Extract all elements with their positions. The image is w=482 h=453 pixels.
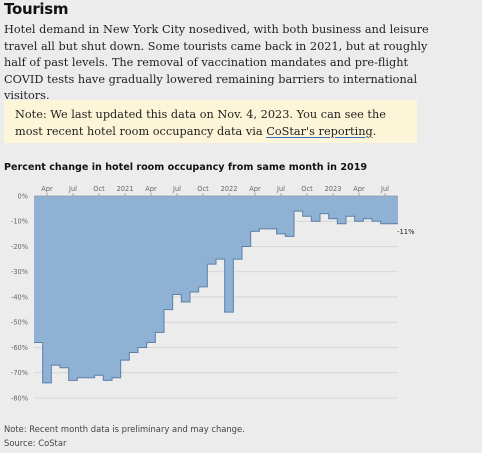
area-layer (34, 196, 398, 384)
x-tick-label: 2021 (117, 185, 134, 193)
x-tick-label: 2023 (325, 185, 342, 193)
x-tick-label: Apr (249, 185, 261, 193)
y-tick-label: -30% (11, 268, 28, 276)
y-tick-label: 0% (18, 192, 28, 200)
costar-reporting-link[interactable]: CoStar's reporting (266, 124, 373, 138)
x-tick-label: Jul (276, 185, 285, 193)
y-tick-label: -50% (11, 319, 28, 327)
occupancy-line (34, 210, 398, 384)
note-suffix: . (372, 124, 377, 138)
x-tick-label: Oct (301, 185, 313, 193)
update-note-text: Note: We last updated this data on Nov. … (15, 107, 415, 140)
occupancy-area-chart: 0% -10% -20% -30% -40% -50% -60% -70% -80% Apr Jul… (11, 185, 415, 402)
end-value-label: -11% (397, 228, 415, 236)
y-tick-label: -20% (11, 243, 28, 251)
intro-paragraph: Hotel demand in New York City nosedived,… (4, 23, 429, 102)
footer-note: Note: Recent month data is preliminary a… (4, 424, 245, 434)
x-tick-label: Jul (172, 185, 181, 193)
section-title: Tourism (4, 0, 69, 18)
axis-layer: 0% -10% -20% -30% -40% -50% -60% -70% -80% Apr Jul… (11, 185, 398, 402)
x-tick-label: Apr (353, 185, 365, 193)
y-tick-label: -10% (11, 218, 28, 226)
chart-title: Percent change in hotel room occupancy f… (4, 162, 368, 173)
note-prefix: Note: We last updated this data on Nov. … (15, 108, 386, 138)
x-tick-label: Apr (145, 185, 157, 193)
occupancy-area (34, 196, 398, 383)
x-tick-label: Jul (68, 185, 77, 193)
x-tick-label: Oct (93, 185, 105, 193)
y-tick-label: -70% (11, 369, 28, 377)
x-tick-label: Apr (41, 185, 53, 193)
y-tick-label: -80% (11, 394, 28, 402)
x-tick-label: 2022 (221, 185, 238, 193)
x-tick-label: Oct (197, 185, 209, 193)
y-tick-label: -40% (11, 293, 28, 301)
y-tick-label: -60% (11, 344, 28, 352)
footer-source: Source: CoStar (4, 438, 67, 448)
label-layer: -11% (397, 228, 415, 236)
x-tick-label: Jul (380, 185, 389, 193)
update-note-box: Note: We last updated this data on Nov. … (4, 100, 417, 143)
